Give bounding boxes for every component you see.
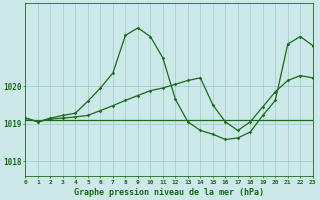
- X-axis label: Graphe pression niveau de la mer (hPa): Graphe pression niveau de la mer (hPa): [74, 188, 264, 197]
